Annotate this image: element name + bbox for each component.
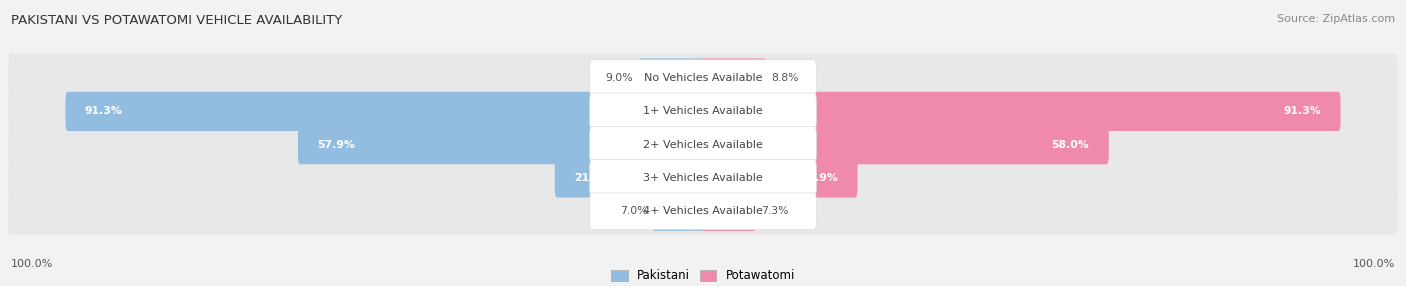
Text: 1+ Vehicles Available: 1+ Vehicles Available [643,106,763,116]
FancyBboxPatch shape [702,125,1109,164]
Text: 100.0%: 100.0% [1353,259,1395,269]
Text: 100.0%: 100.0% [11,259,53,269]
Text: 8.8%: 8.8% [772,73,799,83]
FancyBboxPatch shape [652,192,704,231]
Text: 58.0%: 58.0% [1052,140,1090,150]
FancyBboxPatch shape [589,60,817,96]
Text: 7.3%: 7.3% [761,206,789,216]
Text: 2+ Vehicles Available: 2+ Vehicles Available [643,140,763,150]
Text: 3+ Vehicles Available: 3+ Vehicles Available [643,173,763,183]
FancyBboxPatch shape [8,53,1398,103]
FancyBboxPatch shape [638,58,704,98]
Text: 91.3%: 91.3% [84,106,122,116]
FancyBboxPatch shape [8,186,1398,236]
Text: 91.3%: 91.3% [1284,106,1322,116]
FancyBboxPatch shape [702,92,1340,131]
FancyBboxPatch shape [702,58,766,98]
Text: PAKISTANI VS POTAWATOMI VEHICLE AVAILABILITY: PAKISTANI VS POTAWATOMI VEHICLE AVAILABI… [11,14,343,27]
Text: 21.0%: 21.0% [574,173,612,183]
FancyBboxPatch shape [8,153,1398,202]
FancyBboxPatch shape [702,158,858,198]
FancyBboxPatch shape [8,120,1398,169]
Text: No Vehicles Available: No Vehicles Available [644,73,762,83]
Text: 9.0%: 9.0% [606,73,633,83]
FancyBboxPatch shape [589,193,817,230]
FancyBboxPatch shape [8,87,1398,136]
Text: 4+ Vehicles Available: 4+ Vehicles Available [643,206,763,216]
FancyBboxPatch shape [589,126,817,163]
FancyBboxPatch shape [589,93,817,130]
FancyBboxPatch shape [555,158,704,198]
FancyBboxPatch shape [589,160,817,196]
FancyBboxPatch shape [66,92,704,131]
Text: 21.9%: 21.9% [800,173,838,183]
Text: 57.9%: 57.9% [318,140,356,150]
Text: 7.0%: 7.0% [620,206,647,216]
Text: Source: ZipAtlas.com: Source: ZipAtlas.com [1277,14,1395,24]
FancyBboxPatch shape [298,125,704,164]
Legend: Pakistani, Potawatomi: Pakistani, Potawatomi [606,265,800,286]
FancyBboxPatch shape [702,192,756,231]
